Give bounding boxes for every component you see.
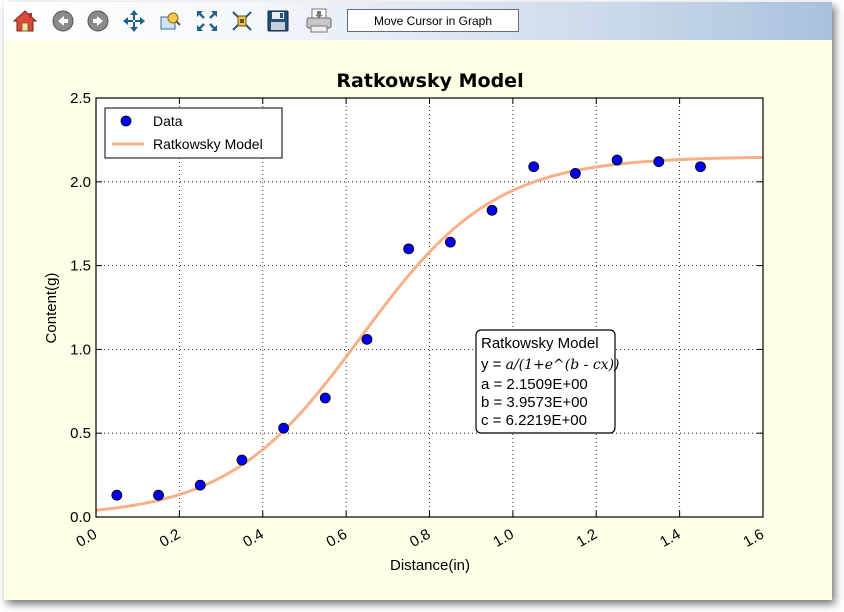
y-tick-label: 0.0 xyxy=(70,509,91,526)
legend: Data Ratkowsky Model xyxy=(104,107,283,159)
data-point xyxy=(653,156,665,168)
x-tick-label: 0.2 xyxy=(157,526,184,551)
y-tick-label: 1.5 xyxy=(70,258,91,275)
x-tick-label: 1.4 xyxy=(657,526,684,551)
annotation-formula-prefix: y = xyxy=(481,356,506,373)
data-point xyxy=(194,479,206,491)
data-point xyxy=(361,333,373,345)
legend-entry-model: Ratkowsky Model xyxy=(153,136,263,152)
y-tick-label: 2.5 xyxy=(70,90,91,107)
y-tick-label: 0.5 xyxy=(70,425,91,442)
pan-icon[interactable] xyxy=(121,8,147,34)
y-tick-labels: 0.0 0.5 1.0 1.5 2.0 2.5 xyxy=(70,90,91,526)
data-point xyxy=(319,392,331,404)
ratkowsky-chart[interactable]: Ratkowsky Model 0.0 0.2 0.4 0.6 0.8 1.0 1.2 1.4… xyxy=(4,40,832,600)
back-icon[interactable] xyxy=(50,8,76,34)
axis-ticks xyxy=(95,97,764,518)
model-annotation: Ratkowsky Model y = a/(1+e^(b - cx)) a =… xyxy=(475,329,620,434)
x-axis-label: Distance(in) xyxy=(390,557,470,574)
subplots-icon[interactable] xyxy=(229,8,255,34)
legend-box xyxy=(104,107,283,159)
annotation-formula: a/(1+e^(b - cx)) xyxy=(506,357,620,373)
data-point xyxy=(153,489,164,501)
zoom-icon[interactable] xyxy=(157,8,183,34)
data-point xyxy=(444,236,456,248)
print-icon[interactable] xyxy=(304,8,334,34)
data-point xyxy=(528,161,540,173)
data-point xyxy=(486,204,498,216)
cursor-status-text: Move Cursor in Graph xyxy=(373,13,493,28)
annotation-param-c: c = 6.2219E+00 xyxy=(481,412,587,429)
data-point xyxy=(570,168,581,179)
x-tick-label: 1.0 xyxy=(490,526,517,551)
x-tick-label: 0.4 xyxy=(240,526,267,551)
x-tick-label: 1.2 xyxy=(574,526,601,551)
plot-window: Move Cursor in Graph Ratkowsky Model 0.0… xyxy=(4,2,832,600)
x-tick-label: 0.6 xyxy=(324,526,351,551)
data-point xyxy=(236,454,248,466)
annotation-box xyxy=(475,329,616,434)
annotation-param-b: b = 3.9573E+00 xyxy=(481,394,588,411)
toolbar: Move Cursor in Graph xyxy=(4,2,832,40)
x-tick-label: 0.0 xyxy=(73,526,100,551)
legend-entry-data: Data xyxy=(153,113,183,129)
data-point xyxy=(611,154,623,166)
data-point xyxy=(403,243,415,255)
fit-icon[interactable] xyxy=(194,8,220,34)
y-tick-label: 2.0 xyxy=(70,174,91,191)
y-tick-label: 1.0 xyxy=(70,341,91,358)
annotation-title: Ratkowsky Model xyxy=(481,335,599,352)
data-point xyxy=(278,422,289,434)
x-tick-labels: 0.0 0.2 0.4 0.6 0.8 1.0 1.2 1.4 1.6 xyxy=(73,526,767,551)
legend-data-marker xyxy=(120,115,132,127)
model-curve-layer xyxy=(95,155,764,512)
model-curve xyxy=(95,155,764,512)
annotation-formula-line: y = a/(1+e^(b - cx)) xyxy=(481,356,620,373)
chart-title: Ratkowsky Model xyxy=(336,70,523,92)
y-axis-label: Content(g) xyxy=(43,273,60,344)
x-tick-label: 0.8 xyxy=(407,526,434,551)
data-points-layer xyxy=(111,154,706,501)
forward-icon[interactable] xyxy=(85,8,111,34)
cursor-status-box: Move Cursor in Graph xyxy=(347,9,519,32)
x-tick-label: 1.6 xyxy=(740,526,767,551)
home-icon[interactable] xyxy=(12,8,38,34)
annotation-param-a: a = 2.1509E+00 xyxy=(481,376,588,393)
plot-area xyxy=(96,98,763,517)
data-point xyxy=(695,161,706,173)
data-point xyxy=(111,489,123,501)
save-icon[interactable] xyxy=(265,8,291,34)
